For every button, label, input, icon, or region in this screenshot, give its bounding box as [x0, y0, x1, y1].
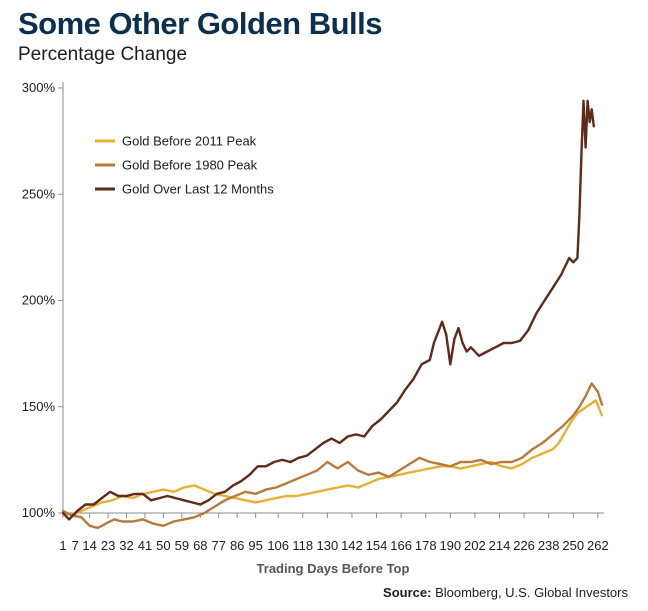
y-tick-label: 250% — [22, 186, 56, 201]
source-text: Bloomberg, U.S. Global Investors — [435, 585, 628, 600]
x-axis-label: Trading Days Before Top — [257, 561, 410, 576]
x-tick-label: 226 — [513, 538, 535, 553]
x-tick-label: 178 — [415, 538, 437, 553]
legend-label: Gold Before 2011 Peak — [122, 134, 257, 149]
x-tick-label: 250 — [562, 538, 584, 553]
x-tick-label: 130 — [317, 538, 339, 553]
series-line-2 — [61, 382, 604, 530]
x-tick-label: 77 — [212, 538, 226, 553]
x-tick-label: 106 — [267, 538, 289, 553]
y-tick-label: 300% — [22, 80, 56, 95]
x-tick-label: 190 — [439, 538, 461, 553]
x-tick-label: 238 — [538, 538, 560, 553]
x-tick-label: 262 — [587, 538, 609, 553]
x-tick-label: 32 — [119, 538, 133, 553]
x-tick-label: 41 — [138, 538, 152, 553]
y-axis: 100% 150% 200% 250% 300% — [22, 80, 64, 520]
x-tick-label: 166 — [390, 538, 412, 553]
series-line-3 — [61, 99, 595, 521]
x-tick-label: 202 — [464, 538, 486, 553]
legend-label: Gold Over Last 12 Months — [122, 182, 274, 197]
x-tick-label: 23 — [101, 538, 115, 553]
source-note: Source: Bloomberg, U.S. Global Investors — [383, 585, 628, 600]
x-tick-label: 14 — [82, 538, 96, 553]
x-tick-label: 142 — [341, 538, 363, 553]
series-line-1 — [61, 399, 604, 517]
x-tick-label: 50 — [156, 538, 170, 553]
chart-subtitle: Percentage Change — [18, 44, 188, 65]
x-tick-label: 7 — [72, 538, 79, 553]
y-tick-label: 100% — [22, 505, 56, 520]
x-tick-label: 154 — [366, 538, 388, 553]
y-tick-label: 150% — [22, 399, 56, 414]
x-tick-label: 95 — [248, 538, 262, 553]
chart-title: Some Other Golden Bulls — [18, 6, 383, 41]
y-tick-label: 200% — [22, 293, 56, 308]
series-lines — [61, 99, 604, 530]
source-label: Source: — [383, 585, 432, 600]
x-tick-label: 68 — [193, 538, 207, 553]
legend-label: Gold Before 1980 Peak — [122, 158, 258, 173]
x-tick-label: 118 — [292, 538, 313, 553]
x-tick-label: 214 — [489, 538, 511, 553]
legend: Gold Before 2011 Peak Gold Before 1980 Pe… — [95, 134, 274, 197]
x-axis: 1 7 14 23 32 41 50 59 68 77 86 95 106 118 130 142 154 166… — [59, 512, 609, 553]
x-tick-label: 86 — [230, 538, 244, 553]
x-tick-label: 59 — [175, 538, 189, 553]
x-tick-label: 1 — [59, 538, 66, 553]
